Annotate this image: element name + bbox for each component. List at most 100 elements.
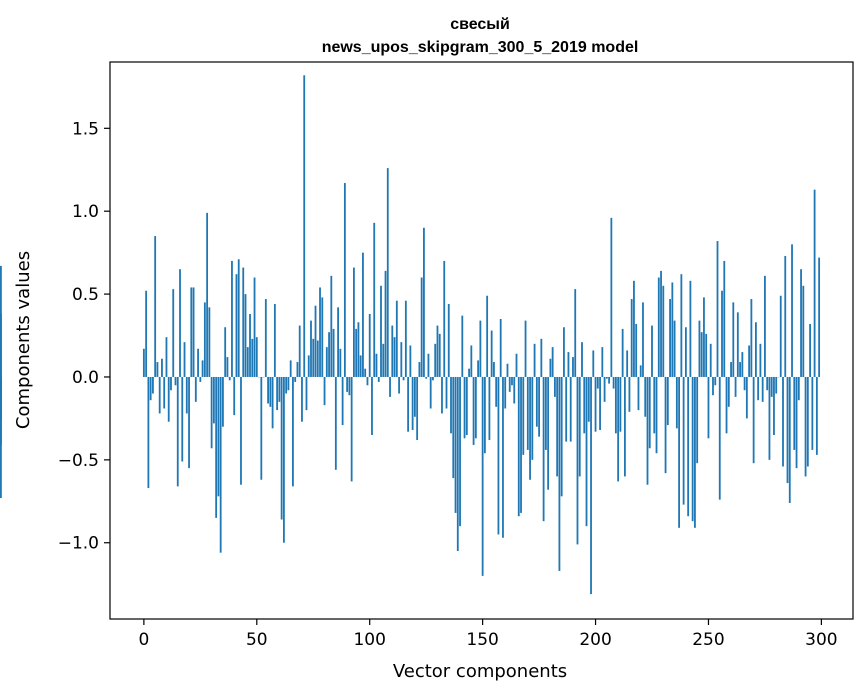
bar-component-138 — [454, 376, 457, 513]
bar-component-175 — [538, 376, 540, 437]
bar-component-4 — [152, 376, 154, 394]
bar-component-282 — [779, 295, 782, 377]
bar-component-65 — [289, 360, 292, 377]
bar-component-34 — [219, 376, 222, 553]
bar-component-289 — [795, 376, 798, 469]
bar-component-182 — [553, 376, 556, 397]
bar-component-142 — [463, 376, 466, 439]
bar-component-37 — [226, 357, 229, 377]
bar-component-129 — [434, 343, 437, 377]
bar-component-233 — [669, 299, 671, 377]
bar-component-94 — [355, 328, 358, 377]
bar-component-96 — [359, 355, 362, 377]
bar-component-52 — [260, 376, 263, 480]
bar-component-127 — [429, 376, 432, 409]
bar-component-74 — [310, 320, 312, 377]
bar-component-161 — [506, 363, 509, 377]
bar-component-280 — [775, 376, 778, 394]
bar-component-132 — [441, 376, 443, 414]
bar-component-148 — [477, 360, 480, 377]
bar-component-111 — [393, 337, 396, 377]
bar-component-9 — [163, 376, 166, 409]
bar-component-205 — [605, 376, 608, 379]
bar-component-250 — [707, 376, 710, 439]
bar-component-228 — [657, 277, 660, 377]
bar-component-255 — [718, 376, 721, 500]
bar-component-125 — [425, 376, 428, 379]
bar-component-298 — [815, 376, 818, 455]
bar-component-67 — [294, 376, 297, 382]
bar-component-192 — [576, 376, 579, 545]
bar-component-83 — [330, 275, 333, 377]
bar-component-178 — [544, 376, 547, 450]
bar-component-124 — [423, 227, 425, 377]
bar-component-29 — [208, 307, 211, 377]
bar-component-110 — [391, 325, 394, 377]
bar-component-69 — [298, 325, 301, 377]
plot-area-frame — [109, 61, 854, 620]
bar-component-63 — [285, 376, 288, 394]
bar-component-40 — [233, 376, 236, 416]
bar-component-219 — [637, 376, 640, 411]
bar-component-179 — [547, 376, 550, 490]
bar-component-217 — [633, 280, 635, 377]
bar-component-16 — [179, 269, 181, 377]
bar-component-1 — [145, 290, 148, 377]
bar-component-180 — [549, 358, 552, 377]
bar-component-60 — [278, 376, 281, 402]
bar-component-120 — [413, 376, 416, 417]
bar-component-208 — [612, 376, 615, 389]
bar-component-151 — [483, 376, 486, 454]
bar-component-159 — [502, 376, 504, 538]
bar-component-232 — [666, 376, 669, 426]
bar-component-92 — [350, 376, 353, 482]
bar-component-288 — [793, 376, 796, 450]
bar-component-240 — [684, 327, 687, 377]
bar-component-117 — [407, 376, 410, 432]
bar-component-225 — [651, 325, 653, 377]
bar-component-95 — [357, 322, 360, 377]
bar-component-177 — [542, 376, 545, 522]
bar-component-275 — [764, 275, 766, 377]
bar-component-137 — [452, 376, 455, 479]
bar-component-19 — [185, 376, 188, 414]
bar-component-295 — [809, 323, 811, 377]
bar-component-145 — [470, 345, 473, 377]
bar-component-191 — [574, 289, 577, 377]
bar-component-147 — [474, 376, 477, 439]
bar-component-116 — [404, 300, 407, 377]
bar-component-5 — [154, 236, 157, 377]
bar-component-42 — [237, 259, 240, 377]
bar-component-200 — [594, 376, 597, 432]
bar-component-166 — [517, 376, 520, 517]
bar-component-73 — [307, 355, 310, 377]
bar-component-149 — [479, 320, 482, 377]
bar-component-236 — [675, 376, 678, 429]
bar-component-103 — [375, 353, 378, 377]
bar-component-85 — [334, 376, 337, 470]
bar-component-293 — [804, 376, 807, 477]
bar-component-172 — [531, 376, 534, 460]
bar-component-223 — [646, 376, 649, 485]
bar-component-84 — [332, 328, 335, 377]
bar-component-55 — [267, 376, 269, 404]
bar-component-93 — [353, 267, 355, 377]
x-tick-label-300: 300 — [805, 630, 837, 650]
bar-component-49 — [253, 277, 256, 377]
bar-component-210 — [617, 376, 620, 482]
y-tick-label-5: 1.5 — [72, 119, 99, 139]
bar-component-33 — [217, 376, 220, 497]
bar-component-211 — [619, 376, 622, 432]
bar-component-168 — [522, 376, 525, 455]
bar-component-270 — [752, 376, 755, 464]
bar-component-141 — [461, 315, 464, 377]
bar-component-264 — [739, 362, 741, 377]
bar-component-31 — [212, 376, 215, 424]
bar-component-undefined — [0, 313, 2, 377]
bar-component-253 — [714, 376, 717, 386]
bar-component-157 — [497, 376, 500, 535]
bar-component-27 — [203, 302, 206, 377]
bar-component-64 — [287, 376, 290, 391]
bar-component-290 — [797, 376, 800, 401]
bar-component-7 — [158, 376, 161, 414]
